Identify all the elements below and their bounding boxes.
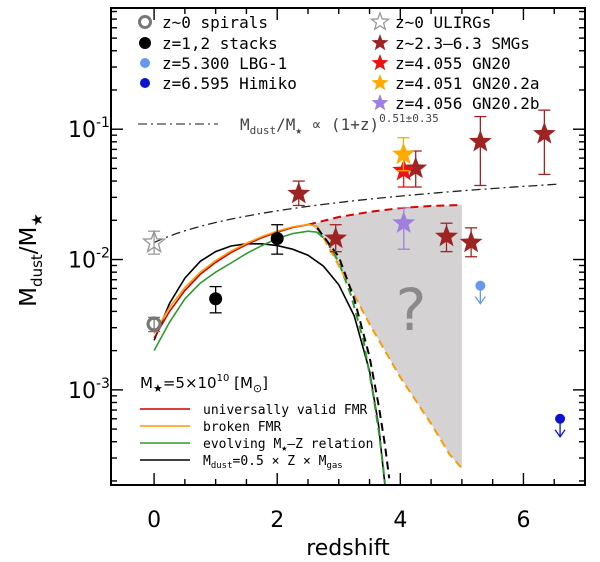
curve-universally-valid-fmr	[153, 223, 309, 339]
upper-limit-arrowhead-z-6-595-himiko	[554, 429, 566, 438]
y-tick-label-1e-1: 10-1	[68, 115, 110, 143]
legend-item-ulirgs: z~0 ULIRGs	[369, 11, 491, 32]
curve-scaling-relation	[153, 183, 561, 244]
y-tick-label-1e-3: 10-3	[68, 376, 110, 404]
point-z-1-2-stacks	[270, 232, 284, 246]
curve-broken-fmr	[153, 223, 318, 335]
legend-marker-stacks	[139, 37, 151, 49]
point-z-1-2-stacks	[209, 292, 223, 306]
legend-left: z~0 spirals z=1,2 stacks z=5.300 LBG-1 z…	[138, 13, 297, 93]
legend-label-smgs: z~2.3–6.3 SMGs	[395, 34, 530, 53]
legend-label-gn20-2a: z=4.051 GN20.2a	[395, 74, 540, 93]
legend-item-lbg1: z=5.300 LBG-1	[140, 54, 287, 73]
y-tick-label-1e-2: 10-2	[68, 246, 110, 274]
y-tick-labels: 10-3 10-2 10-1	[68, 115, 110, 404]
point-z-5-300-lbg-1	[475, 280, 486, 291]
unknown-region-question-mark: ?	[396, 276, 427, 344]
x-axis-label: redshift	[306, 536, 390, 561]
legend-label-stacks: z=1,2 stacks	[162, 34, 278, 53]
legend-label-lbg1: z=5.300 LBG-1	[162, 54, 287, 73]
legend-marker-smgs	[371, 34, 389, 51]
curve-broken-fmr-extrapolated	[316, 225, 463, 469]
legend-item-gn20-2a: z=4.051 GN20.2a	[371, 74, 540, 93]
curve-evolving-m-z-relation-extrapolated	[316, 231, 386, 485]
legend-marker-gn20	[371, 54, 389, 71]
legend-label-himiko: z=6.595 Himiko	[162, 74, 297, 93]
curve-universally-valid-fmr-extrapolated	[307, 204, 462, 226]
uncertainty-region	[311, 205, 462, 469]
point-z-0-spirals	[146, 316, 162, 332]
legend-label-spirals: z~0 spirals	[162, 13, 268, 32]
legend-marker-himiko	[140, 78, 150, 88]
data-point-layer	[141, 109, 566, 438]
x-tick-label-6: 6	[516, 508, 530, 533]
y-axis-label: Mdust/M★	[16, 213, 46, 307]
legend-marker-ulirgs	[369, 11, 391, 31]
point-z-4-051-gn20-2a	[392, 142, 415, 165]
point-z-6-595-himiko	[555, 413, 566, 424]
point-z-2-3-6-3-smgs	[468, 129, 492, 152]
scaling-relation-label: Mdust/M★ ∝ (1+z)0.51±0.35	[240, 112, 439, 137]
legend-label-ulirgs: z~0 ULIRGs	[395, 13, 491, 32]
model-legend-label-evolving: evolving M★–Z relation	[203, 437, 373, 454]
legend-marker-gn20-2b	[371, 94, 389, 111]
legend-label-gn20-2b: z=4.056 GN20.2b	[395, 94, 540, 113]
legend-item-himiko: z=6.595 Himiko	[140, 74, 297, 93]
x-tick-label-2: 2	[270, 508, 284, 533]
legend-item-spirals: z~0 spirals	[138, 13, 268, 32]
upper-limit-arrowhead-z-5-300-lbg-1	[474, 296, 486, 305]
x-tick-label-4: 4	[393, 508, 407, 533]
model-legend-title: M★=5×1010 [M⊙]	[140, 373, 268, 395]
model-legend-label-fmr: universally valid FMR	[203, 403, 368, 418]
scaling-relation-legend: Mdust/M★ ∝ (1+z)0.51±0.35	[138, 112, 439, 137]
legend-marker-lbg1	[140, 58, 150, 68]
legend-label-gn20: z=4.055 GN20	[395, 54, 511, 73]
model-curve-layer	[153, 183, 561, 485]
plot-frame	[110, 7, 586, 486]
point-z-2-3-6-3-smgs	[532, 121, 556, 144]
model-legend: M★=5×1010 [M⊙] universally valid FMR bro…	[140, 373, 373, 471]
legend-marker-gn20-2a	[371, 74, 389, 91]
legend-marker-spirals	[138, 15, 152, 29]
legend-item-smgs: z~2.3–6.3 SMGs	[371, 34, 530, 53]
point-z-2-3-6-3-smgs	[287, 181, 311, 204]
point-z-2-3-6-3-smgs	[459, 230, 483, 253]
x-tick-labels: 0 2 4 6	[147, 508, 530, 533]
legend-item-gn20: z=4.055 GN20	[371, 54, 511, 73]
x-tick-label-0: 0	[147, 508, 161, 533]
legend-item-gn20-2b: z=4.056 GN20.2b	[371, 94, 540, 113]
point-z-0-ulirgs	[141, 229, 167, 254]
legend-right: z~0 ULIRGs z~2.3–6.3 SMGs z=4.055 GN20 z…	[369, 11, 540, 113]
axis-tick-layer	[111, 8, 585, 485]
point-z-2-3-6-3-smgs	[404, 156, 428, 179]
curve-evolving-m-z-relation	[153, 230, 318, 351]
legend-item-stacks: z=1,2 stacks	[139, 34, 278, 53]
model-legend-label-dust: Mdust=0.5 × Z × Mgas	[203, 454, 343, 471]
point-z-2-3-6-3-smgs	[435, 224, 458, 247]
model-legend-label-broken: broken FMR	[203, 420, 281, 435]
uncertainty-region-layer	[311, 205, 462, 469]
point-z-2-3-6-3-smgs	[324, 226, 348, 249]
point-z-4-056-gn20-2b	[392, 211, 416, 233]
